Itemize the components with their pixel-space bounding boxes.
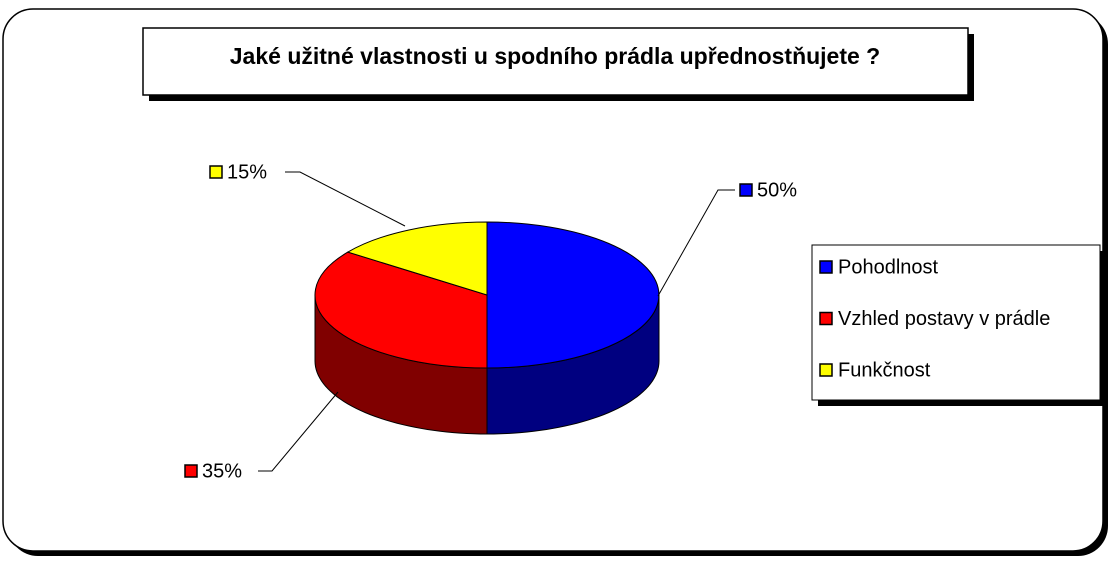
leader-line xyxy=(285,171,406,227)
title-box xyxy=(142,27,969,96)
legend-label: Funkčnost xyxy=(838,359,931,381)
label-swatch xyxy=(739,183,753,197)
data-label: 15% xyxy=(227,161,267,183)
legend-box xyxy=(811,244,1101,401)
legend-label: Pohodlnost xyxy=(838,256,939,278)
label-swatch xyxy=(184,464,198,478)
chart-title: Jaké užitné vlastnosti u spodního prádla… xyxy=(230,43,880,69)
data-label: 50% xyxy=(757,179,797,201)
legend-swatch xyxy=(819,311,833,326)
data-label: 35% xyxy=(202,460,242,482)
pie-slice xyxy=(346,221,488,296)
label-swatch xyxy=(209,165,223,179)
legend-swatch xyxy=(819,363,833,377)
leader-line xyxy=(657,189,735,297)
legend-label: Vzhled postavy v prádle xyxy=(838,308,1050,330)
legend-swatch xyxy=(819,260,833,274)
pie-slice xyxy=(314,251,488,369)
leader-line xyxy=(258,391,339,472)
